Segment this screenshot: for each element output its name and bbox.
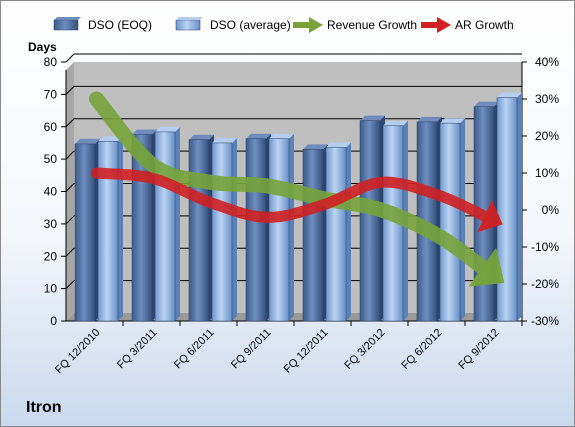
y-tick-label: 30 xyxy=(44,217,58,231)
y2-tick-label: 20% xyxy=(535,129,559,143)
bar xyxy=(359,120,381,322)
y2-tick-label: 10% xyxy=(535,166,559,180)
y-tick-label: 40 xyxy=(44,185,58,199)
bar-top xyxy=(132,129,157,135)
x-tick-label: FQ 12/2010 xyxy=(53,327,103,377)
y2-tick-label: -20% xyxy=(531,277,559,291)
gridline-side xyxy=(65,53,75,63)
bar-top xyxy=(303,144,328,150)
legend-swatch xyxy=(53,19,79,31)
legend-swatch-top xyxy=(176,17,203,20)
y-tick-label: 50 xyxy=(44,152,58,166)
x-tick-label: FQ 9/2012 xyxy=(456,327,501,372)
plot-area: 0 10 20 30 40 50 60 70 80 -30% -20% -10% 0% 10% 20% 30%… xyxy=(44,53,560,377)
bar-top xyxy=(360,115,385,121)
y-tick-label: 80 xyxy=(44,55,58,69)
bar-top xyxy=(383,120,408,126)
x-tick-label: FQ 12/2011 xyxy=(282,327,331,376)
bar-top xyxy=(155,126,180,132)
bar-side xyxy=(175,126,180,322)
bar-top xyxy=(269,133,294,139)
ar-growth-arrowhead xyxy=(477,200,503,233)
y-tick-label: 20 xyxy=(44,249,58,263)
revenue-growth-arrowhead xyxy=(468,247,505,287)
bar-side xyxy=(232,137,237,321)
bar xyxy=(188,139,210,322)
y-tick-label: 70 xyxy=(44,87,58,101)
bar-top xyxy=(326,142,351,148)
y-tick-label: 0 xyxy=(50,314,57,328)
bar xyxy=(302,149,324,322)
y-tick-label: 60 xyxy=(44,120,58,134)
legend-label: DSO (EOQ) xyxy=(88,18,152,32)
bar-side xyxy=(118,136,123,321)
gridline-side xyxy=(65,247,75,257)
y2-tick-label: 40% xyxy=(535,55,559,69)
bar-top xyxy=(497,92,522,98)
legend-swatch xyxy=(175,19,201,31)
bar xyxy=(268,138,290,322)
y2-tick-label: -10% xyxy=(531,240,559,254)
bar-top xyxy=(440,118,465,124)
legend-swatch-head xyxy=(437,17,451,33)
x-tick-label: FQ 6/2012 xyxy=(399,327,444,372)
x-tick-label: FQ 3/2012 xyxy=(342,327,387,372)
bar-side xyxy=(460,118,465,321)
bar xyxy=(245,138,267,322)
bar-side xyxy=(517,92,522,321)
legend-label: DSO (average) xyxy=(210,18,291,32)
y-tick-label: 10 xyxy=(44,282,58,296)
bar-top xyxy=(246,133,271,139)
bar-side xyxy=(346,142,351,321)
x-tick-label: FQ 3/2011 xyxy=(115,327,160,372)
bar-top xyxy=(212,137,237,143)
bar-top xyxy=(189,134,214,140)
gridline-side xyxy=(65,183,75,192)
bar xyxy=(325,147,347,322)
x-tick-label: FQ 6/2011 xyxy=(172,327,217,372)
bar xyxy=(74,143,96,322)
y2-tick-label: 0% xyxy=(542,203,560,217)
gridline-side xyxy=(65,86,75,95)
legend-swatch-top xyxy=(54,17,81,20)
gridline-side xyxy=(65,118,75,128)
chart-title: Itron xyxy=(26,399,62,416)
bar-top xyxy=(98,136,123,142)
plot-side-wall xyxy=(66,62,74,321)
y2-tick-label: 30% xyxy=(535,92,559,106)
bar-top xyxy=(417,116,442,122)
gridline-side xyxy=(65,150,75,160)
bar xyxy=(97,141,119,322)
bar xyxy=(211,142,233,322)
bar xyxy=(496,97,518,322)
y2-tick-label: -30% xyxy=(531,314,559,328)
x-tick-label: FQ 9/2011 xyxy=(229,327,274,372)
y-axis-label: Days xyxy=(28,40,57,54)
bar-top xyxy=(75,138,100,144)
legend-label: AR Growth xyxy=(455,18,514,32)
bar-top xyxy=(474,101,499,107)
bar xyxy=(439,122,461,322)
gridline-side xyxy=(65,280,75,289)
legend: DSO (EOQ) DSO (average) Revenue Growth AR G… xyxy=(53,17,514,33)
legend-swatch-head xyxy=(309,17,323,33)
revenue-growth-arrow xyxy=(89,91,490,275)
gridline-side xyxy=(65,215,75,225)
legend-label: Revenue Growth xyxy=(327,18,417,32)
bar-side xyxy=(289,133,294,321)
ar-growth-arrow xyxy=(91,167,491,223)
